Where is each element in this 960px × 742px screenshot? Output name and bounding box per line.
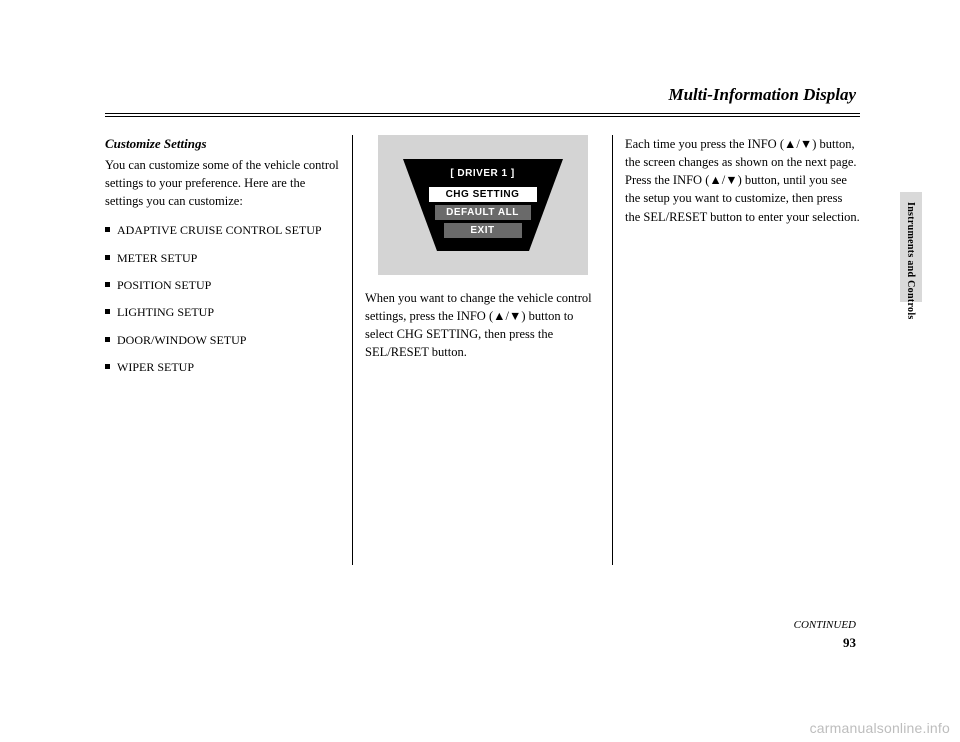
- column-3: Each time you press the INFO (▲/▼) butto…: [613, 135, 860, 565]
- page-number: 93: [843, 635, 856, 651]
- list-item: WIPER SETUP: [105, 359, 340, 376]
- column-2: [ DRIVER 1 ] CHG SETTING DEFAULT ALL EXI…: [353, 135, 612, 565]
- divider-top-thin: [105, 116, 860, 117]
- divider-top-thick: [105, 113, 860, 114]
- list-item: METER SETUP: [105, 250, 340, 267]
- watermark: carmanualsonline.info: [810, 720, 950, 736]
- column-3-text: Each time you press the INFO (▲/▼) butto…: [625, 135, 860, 226]
- customize-settings-intro: You can customize some of the vehicle co…: [105, 156, 340, 210]
- menu-item: EXIT: [444, 223, 522, 238]
- list-item: POSITION SETUP: [105, 277, 340, 294]
- column-1: Customize Settings You can customize som…: [105, 135, 352, 565]
- menu-item: DEFAULT ALL: [435, 205, 531, 220]
- list-item: DOOR/WINDOW SETUP: [105, 332, 340, 349]
- page-title: Multi-Information Display: [105, 85, 860, 113]
- column-2-text: When you want to change the vehicle cont…: [365, 289, 600, 362]
- section-label: Instruments and Controls: [905, 202, 916, 320]
- list-item: LIGHTING SETUP: [105, 304, 340, 321]
- content-columns: Customize Settings You can customize som…: [105, 135, 860, 565]
- customize-settings-heading: Customize Settings: [105, 135, 340, 154]
- menu-item-selected: CHG SETTING: [429, 187, 537, 202]
- display-menu: [ DRIVER 1 ] CHG SETTING DEFAULT ALL EXI…: [403, 159, 563, 251]
- driver-label: [ DRIVER 1 ]: [450, 167, 514, 182]
- list-item: ADAPTIVE CRUISE CONTROL SETUP: [105, 222, 340, 239]
- page-content: Multi-Information Display Customize Sett…: [105, 85, 860, 655]
- display-screenshot: [ DRIVER 1 ] CHG SETTING DEFAULT ALL EXI…: [378, 135, 588, 275]
- display-trapezoid: [ DRIVER 1 ] CHG SETTING DEFAULT ALL EXI…: [403, 159, 563, 251]
- settings-list: ADAPTIVE CRUISE CONTROL SETUP METER SETU…: [105, 222, 340, 376]
- continued-label: CONTINUED: [794, 619, 856, 631]
